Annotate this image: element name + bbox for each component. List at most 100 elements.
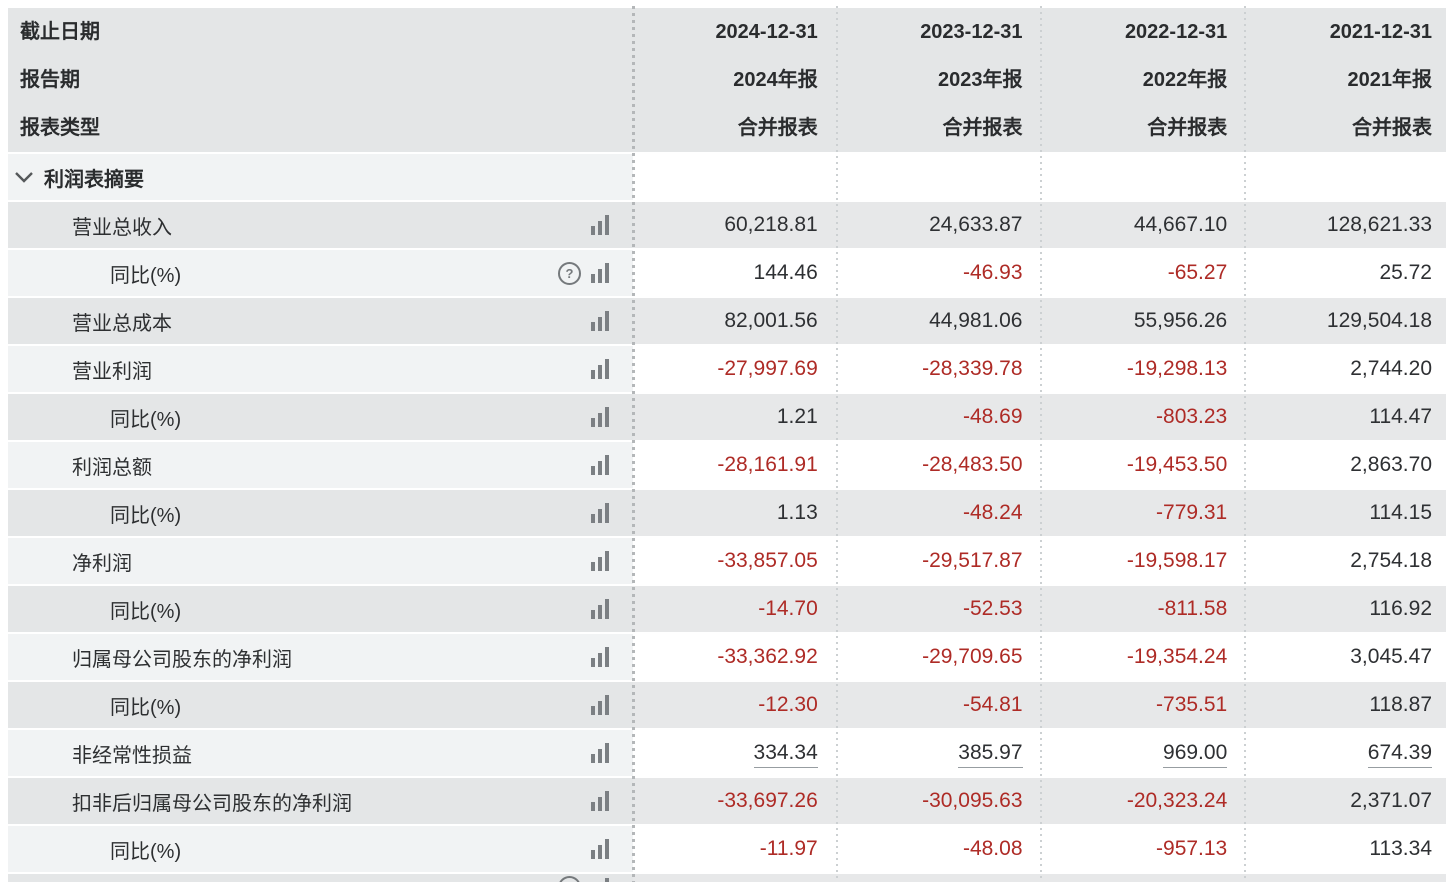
row-label-cell: 同比(%) xyxy=(8,490,633,536)
table-row: 扣非后归属母公司股东的净利润 -33,697.26 -30,095.63 -20,32… xyxy=(8,778,1446,824)
header-row-label: 截止日期 xyxy=(20,21,100,43)
cell-value: -30,095.63 xyxy=(922,789,1023,812)
data-cell: 969.00 xyxy=(1042,730,1248,776)
bar-chart-icon[interactable] xyxy=(591,647,609,667)
header-cell: 2024年报 xyxy=(733,69,818,91)
table-row: 归属母公司股东的净利润 -33,362.92 -29,709.65 -19,354.2… xyxy=(8,634,1446,680)
header-row: 报表类型 合并报表 合并报表 合并报表 合并报表 xyxy=(8,104,1446,152)
cell-value: -65.27 xyxy=(1167,261,1228,284)
table-body: 营业总收入 60,218.81 24,633.87 44,667.10 128,621.… xyxy=(8,202,1446,872)
help-icon[interactable]: ? xyxy=(558,261,581,285)
cell-value: -19,298.13 xyxy=(1126,357,1228,380)
data-cell: -48.24 xyxy=(837,490,1043,536)
data-cell: -46.93 xyxy=(837,250,1043,296)
row-label-cell: 非经常性损益 xyxy=(8,730,633,776)
cell-value: 114.47 xyxy=(1369,405,1432,428)
data-cell: -33,362.92 xyxy=(633,634,838,680)
row-label-cell: 利润总额 xyxy=(8,442,633,488)
bar-chart-icon[interactable] xyxy=(591,743,609,763)
cell-value: -14.70 xyxy=(758,597,818,620)
section-title: 利润表摘要 xyxy=(44,168,144,191)
bar-chart-icon[interactable] xyxy=(591,695,609,715)
data-cell: 3,045.47 xyxy=(1247,634,1446,680)
data-cell: 674.39 xyxy=(1247,730,1446,776)
cell-value: -28,339.78 xyxy=(922,357,1023,380)
header-cell: 合并报表 xyxy=(942,117,1023,139)
data-cell: 128,621.33 xyxy=(1247,202,1446,248)
header-cell: 2022年报 xyxy=(1142,69,1228,91)
cell-value: 116.92 xyxy=(1369,597,1432,620)
bar-chart-icon[interactable] xyxy=(591,215,609,235)
header-row: 报告期 2024年报 2023年报 2022年报 2021年报 xyxy=(8,56,1446,104)
cell-value: 1.21 xyxy=(776,405,818,428)
section-label-wrap: 利润表摘要 xyxy=(8,154,633,200)
data-cell: 1.21 xyxy=(633,394,838,440)
data-cell: -30,095.63 xyxy=(837,778,1043,824)
row-icons xyxy=(591,407,633,427)
row-icons xyxy=(591,647,633,667)
data-cell: -811.58 xyxy=(1042,586,1248,632)
bar-chart-icon[interactable] xyxy=(591,551,609,571)
cell-value: -811.58 xyxy=(1157,597,1228,620)
cell-value: -48.69 xyxy=(962,405,1023,428)
cell-value[interactable]: 334.34 xyxy=(753,741,818,768)
row-label: 归属母公司股东的净利润 xyxy=(72,648,292,671)
cell-value: 24,633.87 xyxy=(929,213,1023,236)
bar-chart-icon[interactable] xyxy=(591,263,609,283)
data-cell: -11.97 xyxy=(633,826,838,872)
data-cell: -33,697.26 xyxy=(633,778,838,824)
table-row: 营业利润 -27,997.69 -28,339.78 -19,298.13 2,744.… xyxy=(8,346,1446,392)
header-cell: 合并报表 xyxy=(1147,117,1228,139)
data-cell: -803.23 xyxy=(1042,394,1248,440)
cell-value: 3,045.47 xyxy=(1350,645,1432,668)
cell-value: -48.24 xyxy=(962,501,1023,524)
bar-chart-icon[interactable] xyxy=(591,455,609,475)
cell-value: 2,863.70 xyxy=(1350,453,1432,476)
data-cell: -19,354.24 xyxy=(1042,634,1248,680)
bar-chart-icon[interactable] xyxy=(591,877,609,882)
row-label: 扣非后归属母公司股东的净利润 xyxy=(72,792,352,815)
row-label: 同比(%) xyxy=(110,408,182,431)
bar-chart-icon[interactable] xyxy=(591,791,609,811)
bar-chart-icon[interactable] xyxy=(591,599,609,619)
cell-value: -19,453.50 xyxy=(1126,453,1228,476)
bar-chart-icon[interactable] xyxy=(591,359,609,379)
row-label-cell: 同比(%) xyxy=(8,682,633,728)
table-row: 非经常性损益 334.34 385.97 969.00 674.39 xyxy=(8,730,1446,776)
row-icons xyxy=(591,311,633,331)
row-label-cell: 同比(%) xyxy=(8,394,633,440)
row-label-cell: 归属母公司股东的净利润 xyxy=(8,634,633,680)
data-cell: -14.70 xyxy=(633,586,838,632)
row-label-cell: 营业总收入 xyxy=(8,202,633,248)
row-label: 同比(%) xyxy=(110,600,182,623)
cell-value: -957.13 xyxy=(1156,837,1228,860)
row-label: 同比(%) xyxy=(110,504,182,527)
help-icon[interactable]: ? xyxy=(558,876,581,882)
cell-value: 1.13 xyxy=(776,501,818,524)
table-row: 同比(%) 1.13 -48.24 -779.31 114.15 xyxy=(8,490,1446,536)
header-row-label: 报告期 xyxy=(20,69,80,91)
data-cell: -29,709.65 xyxy=(837,634,1043,680)
table-header: 截止日期 2024-12-31 2023-12-31 2022-12-31 2021-1… xyxy=(8,8,1446,152)
bar-chart-icon[interactable] xyxy=(591,503,609,523)
cell-value: 44,667.10 xyxy=(1133,213,1228,236)
bar-chart-icon[interactable] xyxy=(591,407,609,427)
chevron-down-icon[interactable] xyxy=(14,171,34,183)
cell-value: 82,001.56 xyxy=(724,309,818,332)
bar-chart-icon[interactable] xyxy=(591,839,609,859)
cell-value[interactable]: 385.97 xyxy=(958,741,1023,768)
cell-value[interactable]: 969.00 xyxy=(1163,741,1228,768)
bar-chart-icon[interactable] xyxy=(591,311,609,331)
row-icons xyxy=(591,599,633,619)
row-icons xyxy=(591,215,633,235)
data-cell: -48.08 xyxy=(837,826,1043,872)
cell-value: 114.15 xyxy=(1369,501,1432,524)
data-cell: 2,744.20 xyxy=(1247,346,1446,392)
row-label: 同比(%) xyxy=(110,264,182,287)
section-row-income-statement[interactable]: 利润表摘要 xyxy=(8,154,1446,200)
row-label-cell: 同比(%)? xyxy=(8,250,633,296)
data-cell: 25.72 xyxy=(1247,250,1446,296)
cell-value[interactable]: 674.39 xyxy=(1367,741,1432,768)
row-icons xyxy=(591,695,633,715)
